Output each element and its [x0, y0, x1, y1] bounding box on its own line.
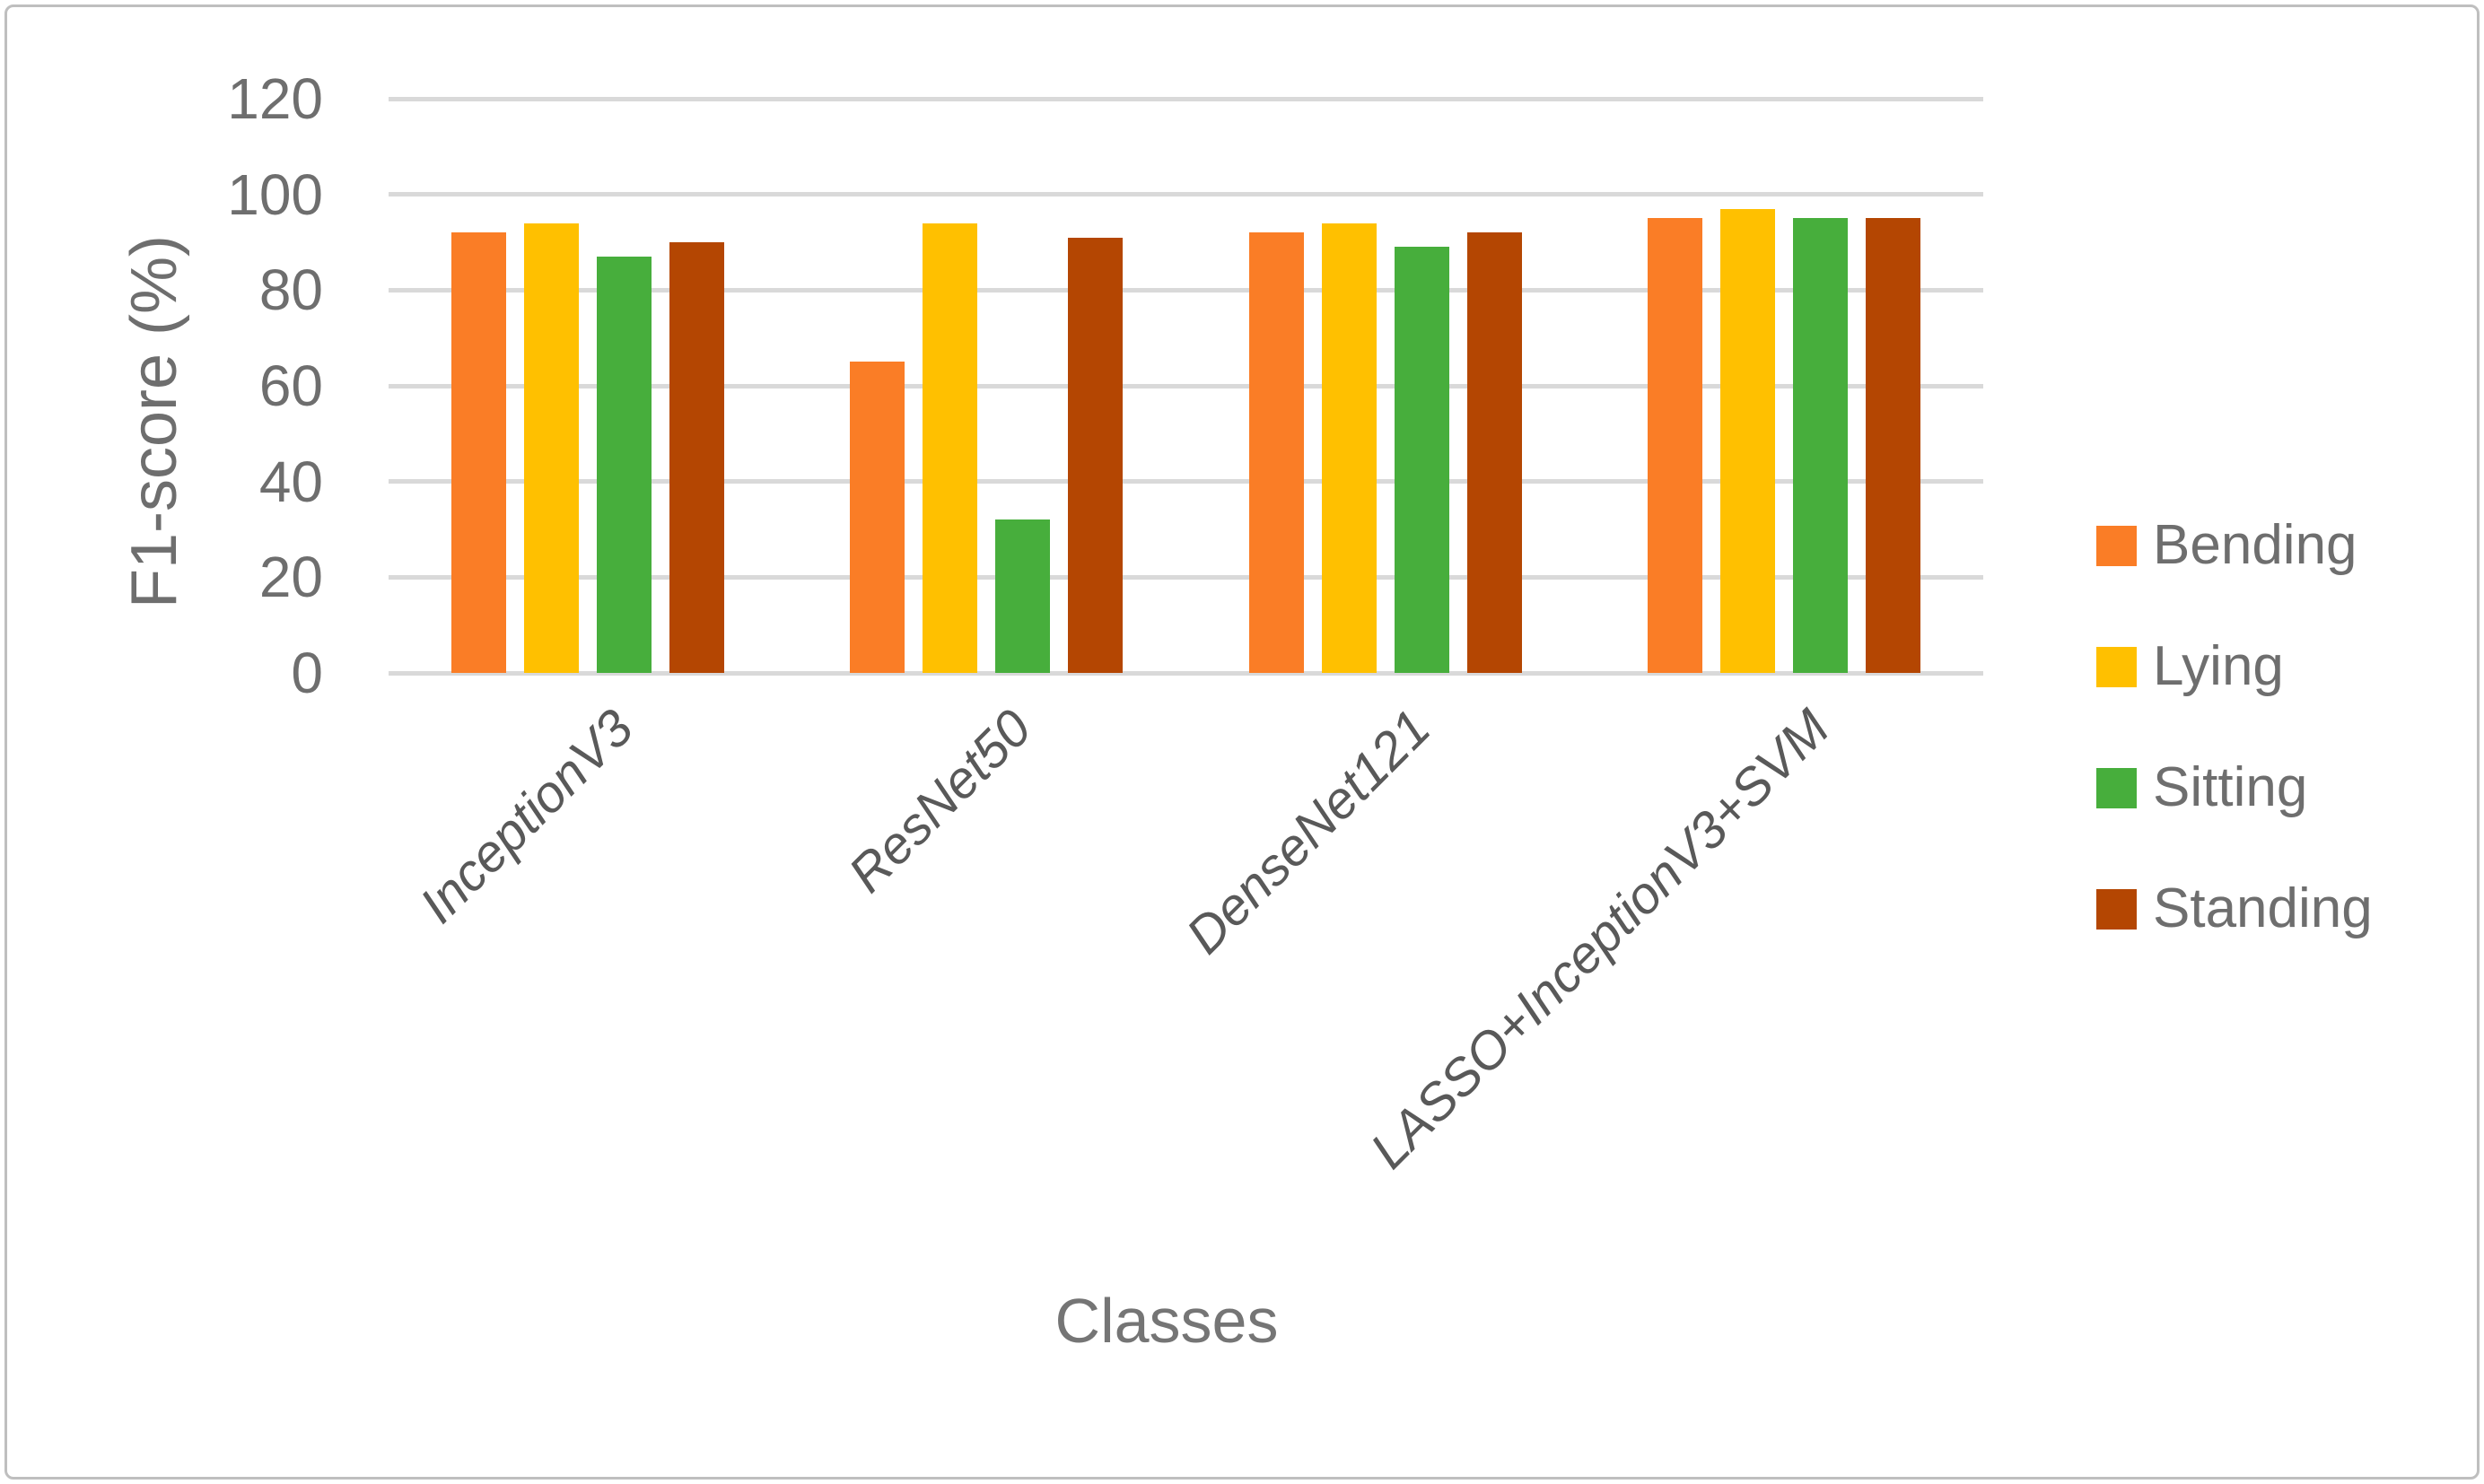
legend-item-standing: Standing [2096, 881, 2373, 937]
y-tick-label-0: 0 [291, 641, 323, 705]
bar-bending-lasso+inceptionv3+svm [1647, 218, 1702, 673]
gridline-y-0 [389, 670, 1983, 676]
legend-swatch-lying [2096, 646, 2137, 687]
bar-sitting-inceptionv3 [597, 257, 652, 673]
legend-label-bending: Bending [2153, 514, 2357, 576]
bar-standing-lasso+inceptionv3+svm [1865, 218, 1920, 673]
gridline-y-120 [389, 96, 1983, 101]
gridline-y-20 [389, 574, 1983, 580]
y-tick-label-60: 60 [258, 354, 323, 418]
legend-swatch-bending [2096, 525, 2137, 566]
legend-label-standing: Standing [2153, 877, 2373, 939]
y-tick-label-100: 100 [227, 161, 323, 227]
bar-standing-resnet50 [1068, 237, 1124, 673]
legend-item-sitting: Sitting [2096, 760, 2307, 816]
x-axis-title: Classes [1054, 1286, 1279, 1356]
bar-lying-inceptionv3 [524, 223, 580, 673]
y-tick-label-20: 20 [258, 545, 323, 610]
gridline-y-80 [389, 287, 1983, 292]
y-tick-label-40: 40 [258, 449, 323, 514]
bar-lying-lasso+inceptionv3+svm [1719, 208, 1775, 673]
bar-lying-resnet50 [923, 223, 978, 673]
legend-swatch-sitting [2096, 767, 2137, 808]
bar-bending-densenet121 [1248, 232, 1304, 673]
bar-standing-densenet121 [1466, 232, 1522, 673]
legend-label-sitting: Sitting [2153, 756, 2308, 818]
gridline-y-60 [389, 383, 1983, 388]
bar-bending-inceptionv3 [451, 232, 507, 673]
bar-sitting-resnet50 [995, 519, 1051, 673]
y-tick-label-120: 120 [227, 66, 323, 131]
bar-bending-resnet50 [850, 362, 905, 673]
legend-label-lying: Lying [2153, 635, 2284, 697]
gridline-y-100 [389, 192, 1983, 197]
bar-sitting-lasso+inceptionv3+svm [1792, 218, 1848, 673]
legend-item-bending: Bending [2096, 518, 2357, 573]
legend-swatch-standing [2096, 888, 2137, 930]
bar-standing-inceptionv3 [669, 242, 725, 673]
y-axis-title-text: F1-score (%) [118, 234, 190, 609]
chart-frame [4, 4, 2480, 1480]
bar-sitting-densenet121 [1394, 247, 1449, 673]
y-tick-label-80: 80 [258, 258, 323, 323]
legend-item-lying: Lying [2096, 639, 2284, 694]
bar-lying-densenet121 [1321, 223, 1377, 673]
gridline-y-40 [389, 479, 1983, 484]
